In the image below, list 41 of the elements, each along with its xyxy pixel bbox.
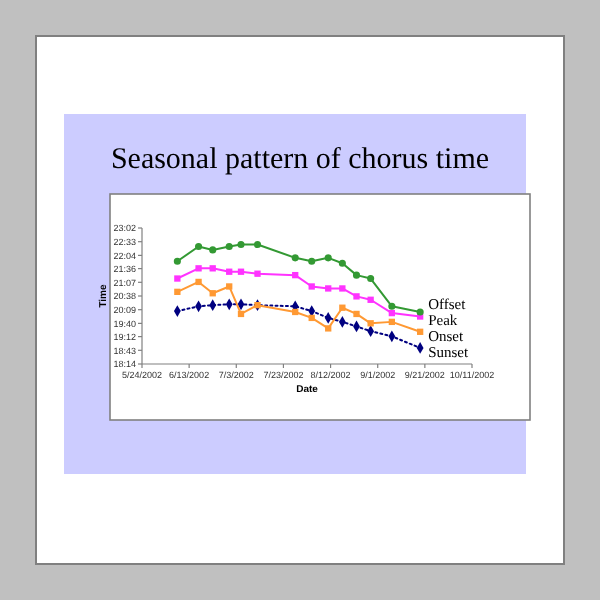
point — [291, 254, 299, 262]
point — [352, 271, 361, 279]
point — [416, 328, 424, 335]
point — [237, 310, 245, 318]
point — [388, 302, 396, 310]
point — [226, 268, 233, 275]
point — [237, 240, 245, 249]
point — [388, 309, 396, 317]
point — [195, 242, 203, 251]
point — [353, 310, 360, 318]
point — [209, 265, 216, 272]
point — [367, 274, 375, 283]
point — [195, 265, 202, 272]
point — [388, 318, 396, 326]
point — [339, 285, 346, 292]
point — [254, 270, 261, 277]
point — [367, 296, 374, 303]
point — [225, 242, 233, 251]
point — [292, 271, 299, 279]
point — [353, 293, 360, 300]
point — [174, 288, 181, 296]
point — [195, 278, 202, 286]
point — [308, 283, 315, 290]
point — [325, 325, 332, 332]
point — [367, 320, 374, 327]
point — [209, 246, 217, 254]
point — [325, 285, 332, 292]
point — [253, 240, 262, 249]
point — [324, 254, 332, 262]
point — [338, 259, 346, 267]
point — [226, 283, 233, 290]
point — [292, 308, 299, 316]
point — [173, 257, 181, 265]
point — [416, 308, 424, 316]
point — [237, 268, 245, 275]
point — [308, 257, 316, 265]
point — [308, 314, 315, 322]
point — [209, 290, 216, 297]
point — [339, 304, 346, 311]
chart-title: Seasonal pattern of chorus time — [110, 144, 490, 176]
point — [174, 275, 181, 282]
